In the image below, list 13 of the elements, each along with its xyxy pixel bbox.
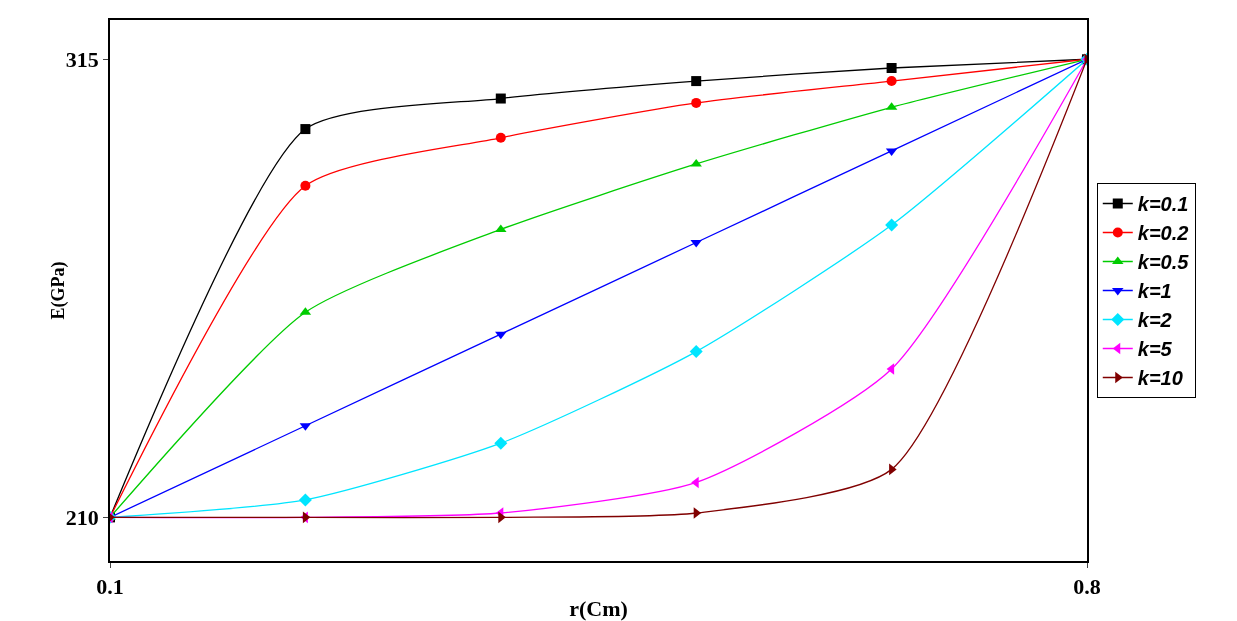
x-tick-label: 0.1 — [96, 574, 124, 600]
y-tick-label: 315 — [65, 46, 99, 72]
legend-label: k=5 — [1137, 338, 1173, 361]
legend-label: k=0.5 — [1137, 251, 1190, 274]
legend-label: k=0.2 — [1137, 222, 1189, 245]
y-axis-title: E(GPa) — [47, 261, 69, 320]
x-axis-title: r(Cm) — [569, 595, 628, 621]
y-tick-label: 210 — [65, 505, 99, 531]
legend-label: k=0.1 — [1137, 193, 1189, 216]
legend-label: k=1 — [1137, 280, 1172, 303]
legend-label: k=10 — [1137, 367, 1183, 390]
legend-label: k=2 — [1137, 309, 1172, 332]
x-tick-label: 0.8 — [1073, 574, 1101, 600]
